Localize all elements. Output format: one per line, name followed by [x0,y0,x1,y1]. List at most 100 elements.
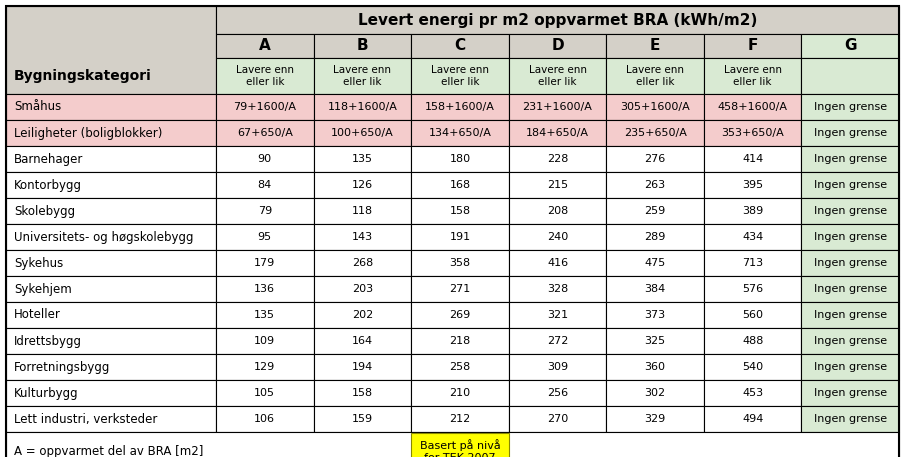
Bar [6,432,899,457]
Bar [411,406,509,432]
Text: Levert energi pr m2 oppvarmet BRA (kWh/m2): Levert energi pr m2 oppvarmet BRA (kWh/m… [357,12,757,27]
Text: 434: 434 [742,232,763,242]
Text: 353+650/A: 353+650/A [721,128,784,138]
Text: 143: 143 [352,232,373,242]
Bar [802,198,899,224]
Bar [313,120,411,146]
Text: D: D [551,38,564,53]
Text: 79: 79 [258,206,271,216]
Bar [606,58,704,94]
Text: 203: 203 [352,284,373,294]
Text: Lavere enn
eller lik: Lavere enn eller lik [529,65,586,87]
Bar [411,120,509,146]
Bar [216,58,313,94]
Bar [216,328,313,354]
Text: 118+1600/A: 118+1600/A [328,102,397,112]
Bar [6,172,216,198]
Bar [606,354,704,380]
Bar [6,380,216,406]
Text: 289: 289 [644,232,666,242]
Bar [704,328,802,354]
Text: 106: 106 [254,414,275,424]
Text: 79+1600/A: 79+1600/A [233,102,296,112]
Bar [6,146,216,172]
Bar [6,198,216,224]
Text: Ingen grense: Ingen grense [814,284,887,294]
Text: 126: 126 [352,180,373,190]
Bar [411,328,509,354]
Text: 270: 270 [547,414,568,424]
Text: B: B [357,38,368,53]
Text: Lavere enn
eller lik: Lavere enn eller lik [236,65,294,87]
Bar [216,94,313,120]
Text: E: E [650,38,661,53]
Text: Leiligheter (boligblokker): Leiligheter (boligblokker) [14,127,162,139]
Text: Universitets- og høgskolebygg: Universitets- og høgskolebygg [14,230,194,244]
Text: 395: 395 [742,180,763,190]
Bar [411,250,509,276]
Text: 271: 271 [449,284,471,294]
Text: Ingen grense: Ingen grense [814,414,887,424]
Text: 259: 259 [644,206,666,216]
Text: Ingen grense: Ingen grense [814,362,887,372]
Text: 95: 95 [258,232,271,242]
Bar [6,328,216,354]
Text: 228: 228 [547,154,568,164]
Text: 218: 218 [449,336,471,346]
Bar [411,172,509,198]
Bar [411,433,509,457]
Text: Ingen grense: Ingen grense [814,206,887,216]
Bar [704,406,802,432]
Bar [313,250,411,276]
Bar [509,172,606,198]
Bar [313,172,411,198]
Text: 158: 158 [352,388,373,398]
Bar [313,34,411,58]
Text: 135: 135 [254,310,275,320]
Text: 109: 109 [254,336,275,346]
Text: 713: 713 [742,258,763,268]
Bar [216,172,313,198]
Text: 168: 168 [450,180,471,190]
Text: Kulturbygg: Kulturbygg [14,387,79,399]
Bar [6,120,216,146]
Bar [802,406,899,432]
Text: 84: 84 [258,180,271,190]
Text: Ingen grense: Ingen grense [814,336,887,346]
Bar [802,224,899,250]
Bar [313,58,411,94]
Bar [704,120,802,146]
Text: Ingen grense: Ingen grense [814,388,887,398]
Text: 129: 129 [254,362,275,372]
Bar [606,120,704,146]
Text: 118: 118 [352,206,373,216]
Text: 305+1600/A: 305+1600/A [620,102,690,112]
Text: G: G [844,38,856,53]
Text: 215: 215 [547,180,568,190]
Text: 458+1600/A: 458+1600/A [718,102,787,112]
Bar [411,146,509,172]
Bar [704,302,802,328]
Text: Skolebygg: Skolebygg [14,204,75,218]
Bar [216,6,899,34]
Text: A: A [259,38,271,53]
Text: 136: 136 [254,284,275,294]
Text: 164: 164 [352,336,373,346]
Bar [216,302,313,328]
Text: 240: 240 [547,232,568,242]
Bar [802,120,899,146]
Bar [6,302,216,328]
Bar [802,34,899,58]
Text: 191: 191 [450,232,471,242]
Text: 309: 309 [547,362,568,372]
Text: 272: 272 [547,336,568,346]
Text: Ingen grense: Ingen grense [814,258,887,268]
Bar [6,224,216,250]
Text: 105: 105 [254,388,275,398]
Text: 328: 328 [547,284,568,294]
Bar [509,34,606,58]
Text: 135: 135 [352,154,373,164]
Text: Idrettsbygg: Idrettsbygg [14,335,82,347]
Bar [6,276,216,302]
Text: 373: 373 [644,310,666,320]
